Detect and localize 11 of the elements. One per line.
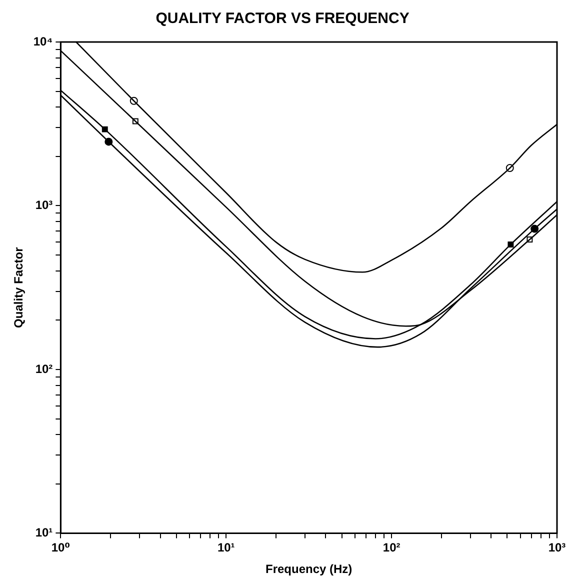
x-tick-label: 10⁰ bbox=[51, 540, 70, 555]
x-tick-label: 10³ bbox=[548, 540, 566, 555]
x-tick-label: 10² bbox=[382, 540, 400, 555]
chart-title: QUALITY FACTOR VS FREQUENCY bbox=[156, 10, 410, 28]
y-tick-label: 10³ bbox=[35, 198, 53, 212]
y-tick-label: 10⁴ bbox=[33, 34, 53, 48]
y-axis-title: Quality Factor bbox=[12, 246, 26, 328]
x-axis-title: Frequency (Hz) bbox=[266, 562, 352, 576]
y-tick-label: 10¹ bbox=[35, 526, 53, 540]
x-tick-label: 10¹ bbox=[217, 540, 235, 555]
y-tick-label: 10² bbox=[35, 362, 53, 376]
